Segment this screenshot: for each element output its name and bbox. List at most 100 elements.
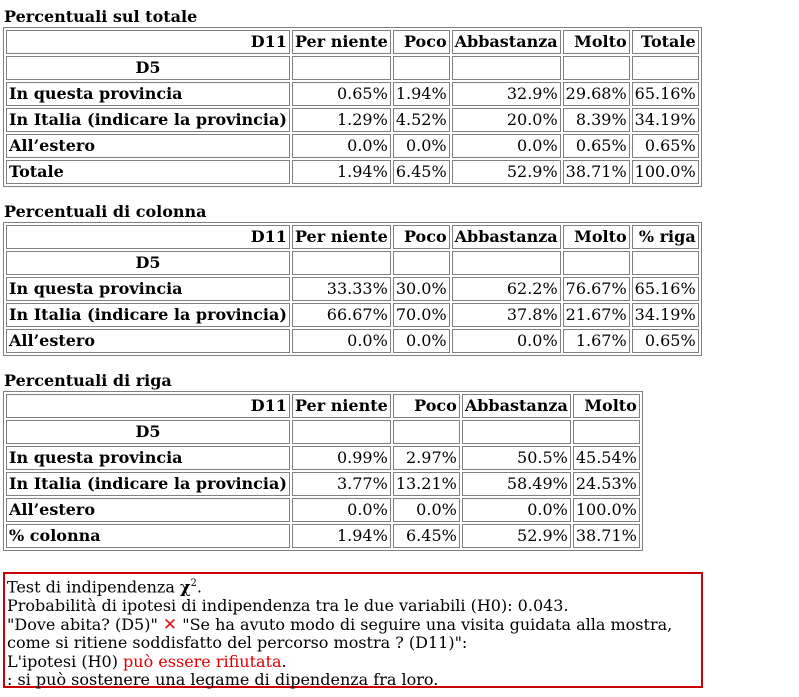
row-variable-header-row: D5: [6, 420, 640, 444]
table-cell: 13.21%: [392, 472, 460, 496]
crosstab-table: D11 Per niente Poco Abbastanza Molto Totale D5…: [3, 27, 702, 187]
table-cell: 70.0%: [392, 303, 450, 327]
table-cell: 34.19%: [631, 108, 699, 132]
table-cell: 6.45%: [392, 160, 450, 184]
table-cell: 0.0%: [392, 498, 460, 522]
hypothesis-suffix: .: [281, 651, 287, 671]
table-cell: 1.94%: [291, 524, 391, 548]
column-header: Molto: [562, 30, 630, 54]
column-header: Molto: [572, 394, 640, 418]
table-cell: 52.9%: [451, 160, 561, 184]
row-label: In Italia (indicare la provincia): [6, 108, 290, 132]
table-cell: 34.19%: [631, 303, 699, 327]
table-header-row: D11 Per niente Poco Abbastanza Molto% riga: [6, 225, 699, 249]
variables-line: "Dove abita? (D5)" ✕ "Se ha avuto modo d…: [7, 615, 699, 635]
column-header: Abbastanza: [451, 225, 561, 249]
table-cell: 0.0%: [392, 329, 450, 353]
table-cell: 1.29%: [291, 108, 391, 132]
row-label: Totale: [6, 160, 290, 184]
row-variable-header: D5: [6, 420, 290, 444]
hypothesis-line: L'ipotesi (H0) può essere rifiutata.: [7, 651, 699, 672]
row-variable-header: D5: [6, 56, 290, 80]
row-label: In Italia (indicare la provincia): [6, 472, 290, 496]
empty-cell: [291, 251, 391, 275]
row-label: In questa provincia: [6, 446, 290, 470]
column-header: Per niente: [291, 394, 391, 418]
table-row: All’estero 0.0% 0.0% 0.0% 1.67% 0.65%: [6, 329, 699, 353]
table-header-row: D11 Per niente Poco Abbastanza Molto: [6, 394, 640, 418]
table-cell: 0.0%: [291, 134, 391, 158]
row-label: In questa provincia: [6, 82, 290, 106]
table-row: In questa provincia 0.65% 1.94% 32.9% 29.68%…: [6, 82, 699, 106]
table-row: In questa provincia 33.33% 30.0% 62.2% 76.67…: [6, 277, 699, 301]
chi-symbol: χ: [179, 577, 191, 597]
variable-d11-part2: come si ritiene soddisfatto del percorso…: [7, 633, 468, 653]
table-cell: 0.0%: [451, 134, 561, 158]
table-section-total: Percentuali sul totale D11 Per niente Poco…: [3, 8, 702, 187]
table-cell: 6.45%: [392, 524, 460, 548]
empty-cell: [631, 251, 699, 275]
column-header: Abbastanza: [461, 394, 571, 418]
row-label: In questa provincia: [6, 277, 290, 301]
row-label: All’estero: [6, 498, 290, 522]
table-cell: 65.16%: [631, 82, 699, 106]
empty-cell: [461, 420, 571, 444]
empty-cell: [291, 56, 391, 80]
table-cell: 4.52%: [392, 108, 450, 132]
table-row: In Italia (indicare la provincia) 1.29% 4.…: [6, 108, 699, 132]
conclusion-line: : si può sostenere una legame di dipende…: [7, 670, 439, 690]
table-cell: 0.65%: [291, 82, 391, 106]
table-cell: 37.8%: [451, 303, 561, 327]
empty-cell: [392, 420, 460, 444]
table-cell: 0.0%: [291, 329, 391, 353]
table-cell: 65.16%: [631, 277, 699, 301]
row-label: % colonna: [6, 524, 290, 548]
table-caption: Percentuali sul totale: [4, 7, 198, 26]
table-cell: 8.39%: [562, 108, 630, 132]
table-cell: 0.65%: [562, 134, 630, 158]
table-caption: Percentuali di riga: [4, 371, 172, 390]
hypothesis-result: può essere rifiutata: [123, 651, 282, 671]
empty-cell: [451, 56, 561, 80]
table-cell: 20.0%: [451, 108, 561, 132]
table-cell: 58.49%: [461, 472, 571, 496]
table-cell: 100.0%: [572, 498, 640, 522]
empty-cell: [392, 251, 450, 275]
table-section-column: Percentuali di colonna D11 Per niente Poco…: [3, 203, 702, 356]
empty-cell: [572, 420, 640, 444]
column-header: Abbastanza: [451, 30, 561, 54]
table-cell: 21.67%: [562, 303, 630, 327]
table-cell: 24.53%: [572, 472, 640, 496]
corner-header: D11: [6, 394, 290, 418]
table-header-row: D11 Per niente Poco Abbastanza Molto Totale: [6, 30, 699, 54]
corner-header: D11: [6, 225, 290, 249]
table-cell: 52.9%: [461, 524, 571, 548]
table-cell: 0.0%: [291, 498, 391, 522]
table-cell: 38.71%: [562, 160, 630, 184]
column-header: % riga: [631, 225, 699, 249]
table-cell: 2.97%: [392, 446, 460, 470]
table-cell: 0.0%: [451, 329, 561, 353]
empty-cell: [562, 56, 630, 80]
empty-cell: [451, 251, 561, 275]
table-cell: 33.33%: [291, 277, 391, 301]
table-cell: 3.77%: [291, 472, 391, 496]
column-header: Poco: [392, 394, 460, 418]
empty-cell: [562, 251, 630, 275]
table-row: In Italia (indicare la provincia) 3.77% 13…: [6, 472, 640, 496]
column-header: Poco: [392, 30, 450, 54]
empty-cell: [631, 56, 699, 80]
empty-cell: [392, 56, 450, 80]
table-cell: 32.9%: [451, 82, 561, 106]
column-header: Per niente: [291, 30, 391, 54]
table-row: In Italia (indicare la provincia) 66.67% 7…: [6, 303, 699, 327]
table-cell: 30.0%: [392, 277, 450, 301]
row-variable-header-row: D5: [6, 56, 699, 80]
table-cell: 1.67%: [562, 329, 630, 353]
test-title-suffix: .: [196, 577, 202, 597]
table-cell: 76.67%: [562, 277, 630, 301]
table-cell: 0.99%: [291, 446, 391, 470]
table-row: Totale 1.94% 6.45% 52.9% 38.71% 100.0%: [6, 160, 699, 184]
row-label: All’estero: [6, 134, 290, 158]
column-header: Per niente: [291, 225, 391, 249]
